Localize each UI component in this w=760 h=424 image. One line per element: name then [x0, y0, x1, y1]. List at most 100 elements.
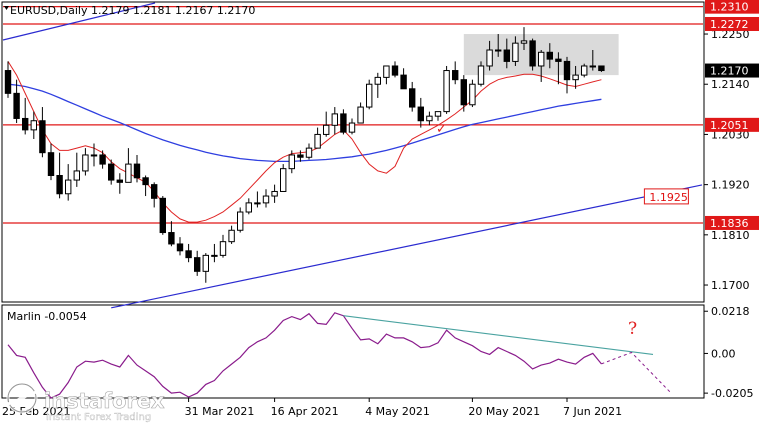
candle-55 [477, 61, 485, 87]
candle-9 [82, 148, 89, 176]
bear-candle-body [151, 184, 158, 199]
header-triangle-icon [4, 6, 9, 10]
candle-8 [73, 152, 80, 187]
bear-candle-body [400, 74, 407, 90]
marlin-forecast-line [601, 351, 671, 393]
bull-candle-body [366, 83, 373, 108]
price-tag-label: 1.1836 [710, 217, 749, 230]
bear-candle-body [133, 163, 141, 179]
bear-candle-body [546, 51, 553, 60]
candle-7 [65, 164, 72, 201]
candle-32 [280, 164, 287, 192]
candle-2 [22, 97, 29, 135]
bear-candle-body [168, 232, 175, 245]
candle-52 [452, 61, 459, 85]
candle-56 [486, 40, 493, 71]
blue-moving-average [7, 83, 602, 163]
bull-candle-body [125, 163, 132, 183]
bear-candle-body [47, 152, 55, 177]
candle-23 [202, 253, 210, 283]
bull-candle-body [426, 115, 433, 122]
candle-64 [555, 52, 562, 85]
price-tag-1.2272 [705, 16, 759, 31]
marlin-line [7, 312, 602, 399]
candle-1 [13, 79, 20, 124]
bear-candle-body [56, 175, 63, 195]
bear-candle-body [108, 163, 115, 181]
candle-35 [305, 143, 313, 160]
price-tag-label: 1.2272 [710, 18, 749, 31]
price-tag-1.2051 [705, 117, 759, 132]
marlin-tick-label: 0.0218 [711, 305, 750, 318]
bull-candle-body [323, 124, 330, 135]
bear-candle-body [460, 79, 468, 106]
candle-28 [245, 198, 253, 215]
upper-trend-line [2, 2, 156, 41]
price-tag-label: 1.2051 [710, 119, 749, 132]
bear-candle-body [598, 65, 605, 72]
bear-candle-body [297, 154, 304, 158]
bull-candle-body [581, 65, 588, 76]
price-tick-label: 1.2140 [711, 78, 750, 91]
bear-candle-body [391, 65, 399, 76]
price-tick-label: 1.1810 [711, 229, 750, 242]
bull-candle-body [288, 154, 296, 170]
bear-candle-body [452, 70, 459, 81]
main-panel-header: EURUSD,Daily 1.2179 1.2181 1.2167 1.2170 [10, 4, 255, 17]
candle-68 [589, 50, 596, 71]
bull-candle-body [219, 241, 227, 256]
candle-10 [90, 143, 98, 167]
candle-47 [409, 81, 416, 112]
bull-candle-body [271, 190, 278, 197]
bear-candle-body [529, 40, 536, 67]
candle-58 [503, 38, 511, 69]
candle-34 [297, 150, 304, 162]
candle-12 [108, 159, 115, 185]
candle-57 [495, 34, 502, 57]
indicator-panel-frame [1, 304, 705, 399]
bear-candle-body [417, 106, 425, 122]
bull-candle-body [228, 229, 235, 243]
candle-31 [271, 184, 278, 203]
bear-candle-body [99, 154, 106, 165]
candle-0 [4, 61, 12, 98]
check-mark-annotation: ✓ [436, 122, 447, 137]
instaforex-tagline: Instant Forex Trading [46, 412, 151, 423]
bull-candle-body [90, 154, 98, 157]
candle-5 [47, 143, 55, 181]
candle-25 [219, 234, 227, 258]
marlin-tick-label: 0.00 [711, 347, 736, 360]
bull-candle-body [211, 254, 218, 257]
bull-candle-body [245, 202, 253, 213]
bull-candle-body [589, 65, 596, 68]
time-axis-label: 25 Feb 2021 [2, 405, 70, 418]
instaforex-logo-icon [6, 382, 38, 414]
candle-27 [237, 207, 244, 233]
time-axis-label: 4 May 2021 [365, 405, 430, 418]
candle-61 [529, 38, 536, 71]
candle-50 [434, 111, 442, 121]
bear-candle-body [39, 120, 46, 154]
bull-candle-body [469, 83, 476, 106]
main-panel-frame [1, 1, 705, 303]
instaforex-logo: instaforex Instant Forex Trading [6, 382, 165, 423]
bear-candle-body [409, 88, 416, 108]
bear-candle-body [176, 243, 184, 252]
bull-candle-body [65, 179, 72, 195]
bear-candle-body [503, 49, 511, 62]
bull-candle-body [443, 70, 450, 113]
candle-33 [288, 150, 296, 174]
candle-41 [357, 102, 364, 124]
candle-20 [176, 237, 184, 256]
bull-candle-body [73, 170, 80, 181]
candle-4 [39, 107, 46, 158]
bull-candle-body [30, 120, 38, 131]
marlin-tick-label: -0.0205 [711, 387, 753, 400]
candle-38 [331, 107, 339, 135]
bear-candle-body [555, 58, 562, 62]
trendline-price-tag [643, 188, 689, 205]
bear-candle-body [4, 70, 12, 94]
bull-candle-body [520, 40, 528, 44]
time-axis-label: 7 Jun 2021 [563, 405, 622, 418]
candle-29 [254, 191, 261, 208]
